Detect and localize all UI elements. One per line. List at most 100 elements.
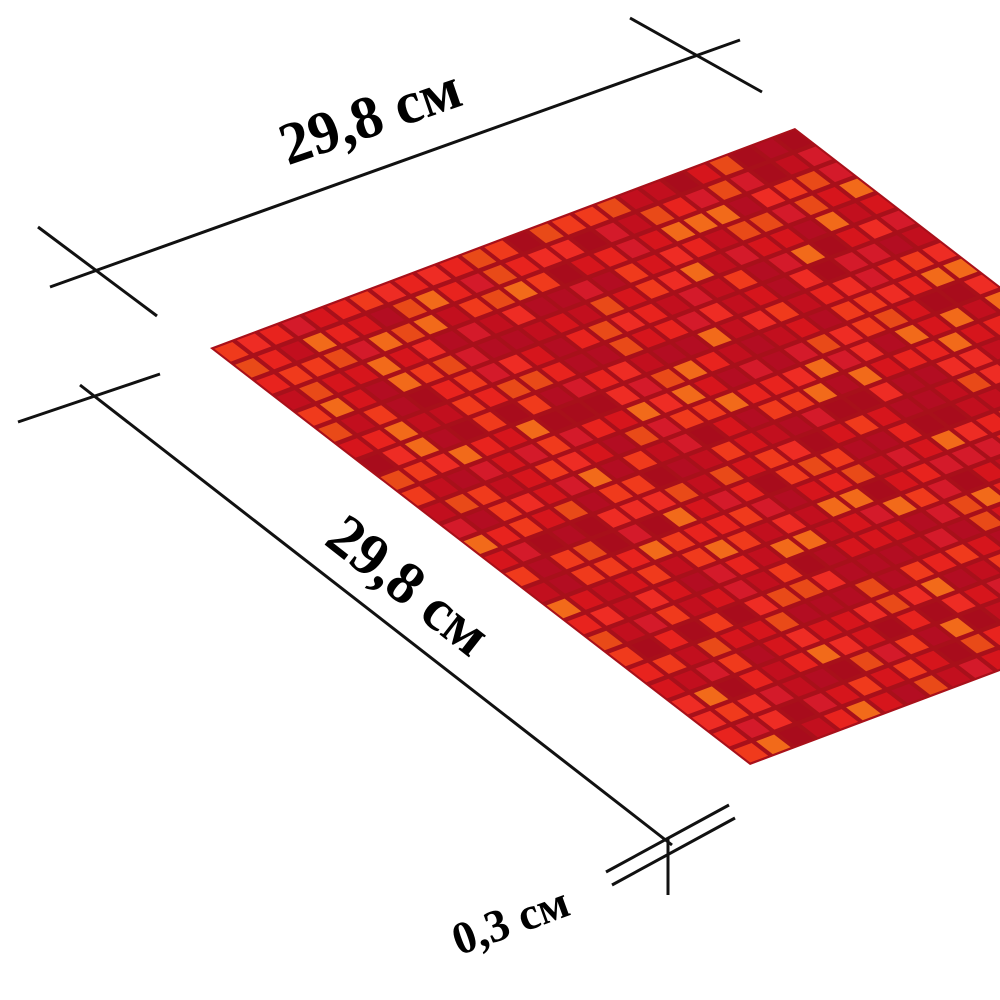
tile (416, 265, 452, 286)
tile (814, 521, 850, 542)
tile (430, 379, 466, 400)
tile (342, 389, 377, 409)
tile (371, 282, 407, 303)
tile (603, 410, 639, 430)
tile (821, 423, 857, 444)
tile (901, 536, 937, 557)
tile (567, 614, 602, 635)
tile (766, 587, 802, 608)
tile (281, 316, 317, 337)
tile (726, 220, 762, 241)
tile (633, 303, 668, 324)
tile (792, 530, 827, 550)
tile (811, 570, 847, 591)
tile (472, 411, 507, 432)
tile (759, 375, 795, 396)
tile (787, 603, 822, 624)
tile (963, 584, 999, 605)
tile (392, 298, 428, 319)
tile (437, 281, 473, 302)
tile (525, 272, 561, 293)
tile (728, 506, 763, 526)
tile (849, 341, 885, 362)
tile (844, 415, 879, 435)
tile (771, 514, 807, 534)
tile (394, 274, 429, 294)
tile (344, 364, 379, 385)
tile (439, 257, 474, 277)
tile (970, 486, 1000, 507)
tile (723, 579, 758, 600)
dimension-tick (37, 225, 158, 318)
tile (939, 307, 975, 328)
tile (506, 542, 542, 562)
tile (517, 395, 552, 415)
tile (560, 402, 596, 423)
tile (761, 661, 796, 681)
tile (887, 422, 923, 443)
tile (551, 525, 587, 545)
tile (737, 383, 772, 404)
tile (802, 383, 838, 403)
tile (982, 315, 1000, 335)
tile (569, 590, 604, 610)
tile (411, 339, 447, 359)
tile (432, 355, 467, 375)
tile (461, 248, 497, 269)
tile (936, 356, 971, 377)
tile (943, 568, 978, 589)
tile (387, 372, 422, 392)
tile (484, 240, 519, 261)
tile (764, 301, 800, 322)
tile (550, 549, 585, 570)
tile (505, 566, 540, 587)
dimension-line (79, 383, 673, 847)
tile (828, 325, 864, 346)
tile (775, 465, 810, 485)
tile (878, 545, 914, 565)
tile (551, 215, 587, 235)
tile (846, 700, 881, 721)
tile (955, 397, 990, 417)
tile (612, 287, 647, 308)
tile (780, 391, 815, 412)
tile (319, 397, 355, 418)
tile (769, 228, 805, 249)
tile (700, 588, 736, 608)
tile (963, 274, 999, 295)
tile (958, 348, 994, 368)
tile (813, 236, 848, 256)
tile (591, 581, 627, 602)
tile (788, 579, 824, 599)
tile (541, 362, 577, 382)
tile (444, 493, 480, 514)
tile (922, 242, 957, 263)
tile (589, 606, 625, 626)
tile (705, 204, 741, 225)
tile (927, 479, 962, 499)
tile (622, 450, 658, 471)
tile (716, 677, 751, 698)
tile (904, 487, 940, 508)
tile (662, 507, 698, 527)
tile (698, 302, 734, 323)
tile (917, 316, 952, 336)
tile (918, 291, 954, 312)
tile (941, 283, 976, 303)
tile (615, 238, 651, 259)
tile (463, 534, 499, 554)
tile (920, 577, 956, 597)
tile (981, 339, 1000, 360)
tile (884, 471, 919, 492)
tile (662, 197, 698, 217)
tile (361, 429, 397, 450)
tile (723, 269, 758, 290)
tile (737, 694, 772, 714)
tile (949, 470, 985, 491)
tile (707, 490, 743, 510)
tile (908, 438, 943, 459)
tile (257, 349, 293, 370)
tile (643, 466, 679, 487)
tile (801, 717, 836, 738)
tile (428, 404, 464, 424)
